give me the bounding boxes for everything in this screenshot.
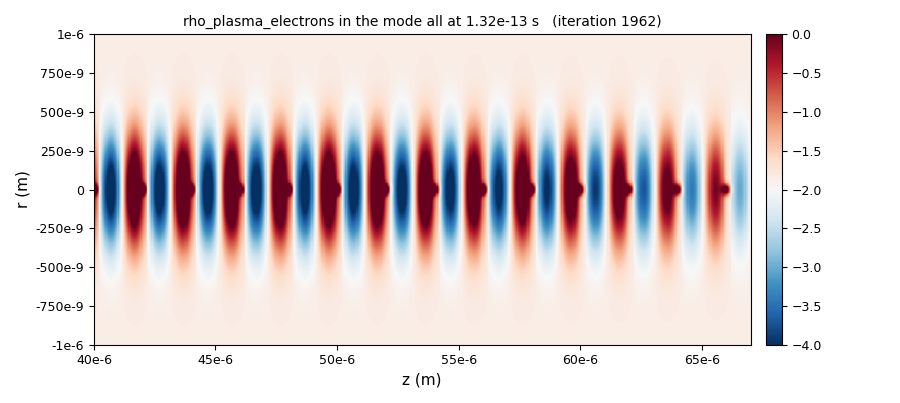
Y-axis label: r (m): r (m) [15,170,30,208]
X-axis label: z (m): z (m) [402,373,442,388]
Title: rho_plasma_electrons in the mode all at 1.32e-13 s   (iteration 1962): rho_plasma_electrons in the mode all at … [183,15,662,29]
